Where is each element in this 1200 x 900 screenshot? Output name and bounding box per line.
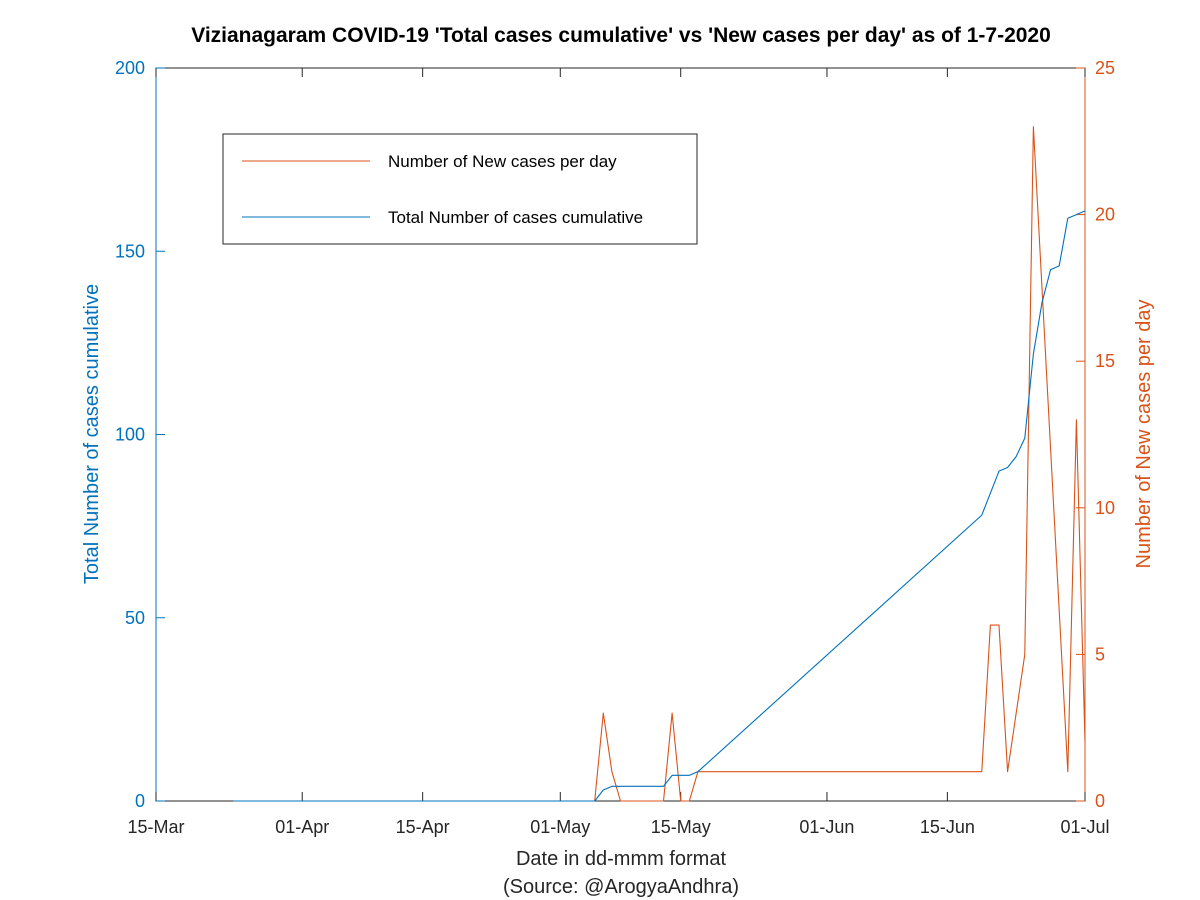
x-tick-label: 15-Jun	[920, 817, 975, 837]
x-axis-ticks: 15-Mar 01-Apr 15-Apr 01-May 15-May 01-Jun 15-J…	[127, 68, 1110, 837]
x-tick-label: 15-May	[651, 817, 711, 837]
series-layer	[233, 126, 1086, 802]
right-y-tick-label: 25	[1095, 58, 1115, 78]
right-y-tick-label: 5	[1095, 644, 1105, 664]
left-y-tick-label: 0	[135, 791, 145, 811]
x-axis-label: Date in dd-mmm format	[516, 848, 726, 870]
right-y-tick-label: 15	[1095, 351, 1115, 371]
left-y-tick-label: 100	[115, 425, 145, 445]
left-y-axis-ticks: 0 50 100 150 200	[115, 58, 165, 811]
right-y-axis-ticks: 0 5 10 15 20 25	[1076, 58, 1115, 811]
x-tick-label: 15-Mar	[127, 817, 184, 837]
right-y-tick-label: 20	[1095, 205, 1115, 225]
legend: Number of New cases per day Total Number…	[222, 133, 698, 245]
left-y-axis-label: Total Number of cases cumulative	[81, 284, 103, 584]
left-y-tick-label: 200	[115, 58, 145, 78]
legend-box	[222, 133, 698, 245]
left-y-tick-label: 150	[115, 241, 145, 261]
legend-label-total-cases: Total Number of cases cumulative	[388, 208, 643, 227]
total-cases-line	[233, 210, 1086, 802]
legend-label-new-cases: Number of New cases per day	[388, 152, 617, 171]
x-tick-label: 15-Apr	[396, 817, 450, 837]
source-note: (Source: @ArogyaAndhra)	[503, 876, 739, 898]
x-tick-label: 01-May	[530, 817, 590, 837]
right-y-tick-label: 10	[1095, 498, 1115, 518]
right-y-tick-label: 0	[1095, 791, 1105, 811]
x-tick-label: 01-Jun	[799, 817, 854, 837]
x-tick-label: 01-Jul	[1060, 817, 1109, 837]
x-tick-label: 01-Apr	[275, 817, 329, 837]
chart-title: Vizianagaram COVID-19 'Total cases cumul…	[191, 24, 1051, 47]
left-y-tick-label: 50	[125, 608, 145, 628]
right-y-axis-label: Number of New cases per day	[1133, 299, 1155, 568]
